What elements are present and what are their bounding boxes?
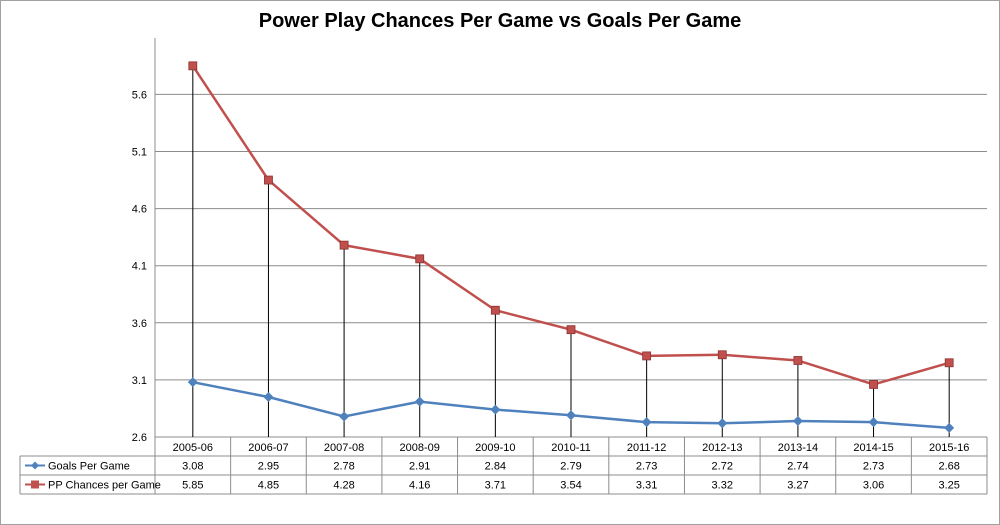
- data-point: [792, 416, 803, 427]
- table-value: 2.72: [712, 461, 733, 473]
- data-point: [717, 418, 728, 429]
- table-value: 3.31: [636, 480, 657, 492]
- data-point: [415, 254, 425, 264]
- table-value: 3.54: [560, 480, 581, 492]
- data-point: [263, 392, 274, 403]
- table-value: 3.25: [938, 480, 959, 492]
- data-point: [187, 377, 198, 388]
- data-point: [944, 422, 955, 433]
- legend-label: Goals Per Game: [48, 461, 130, 473]
- x-tick-label: 2014-15: [853, 442, 893, 454]
- y-tick-label: 5.6: [132, 89, 147, 101]
- table-value: 2.84: [485, 461, 506, 473]
- table-value: 3.71: [485, 480, 506, 492]
- table-value: 2.68: [938, 461, 959, 473]
- y-tick-label: 4.1: [132, 261, 147, 273]
- table-value: 3.32: [712, 480, 733, 492]
- data-point: [490, 305, 500, 315]
- chart-title: Power Play Chances Per Game vs Goals Per…: [258, 10, 742, 32]
- table-value: 4.85: [258, 480, 279, 492]
- y-tick-label: 5.1: [132, 147, 147, 159]
- data-point: [566, 325, 576, 335]
- x-tick-label: 2015-16: [929, 442, 969, 454]
- table-value: 3.06: [863, 480, 884, 492]
- data-point: [264, 175, 273, 185]
- table-value: 5.85: [182, 480, 203, 492]
- data-point: [868, 417, 879, 428]
- data-point: [566, 410, 576, 421]
- x-tick-label: 2007-08: [324, 442, 364, 454]
- y-tick-label: 3.6: [132, 318, 147, 330]
- data-point: [339, 411, 350, 422]
- x-tick-label: 2009-10: [475, 442, 515, 454]
- table-value: 2.73: [636, 461, 657, 473]
- y-tick-label: 2.6: [132, 432, 147, 444]
- data-point: [869, 380, 878, 389]
- y-tick-label: 3.1: [132, 375, 147, 387]
- data-point: [414, 396, 425, 407]
- data-point: [490, 404, 501, 415]
- table-value: 3.27: [787, 480, 808, 492]
- legend-label: PP Chances per Game: [48, 480, 161, 492]
- data-point: [717, 350, 727, 360]
- table-value: 2.91: [409, 461, 430, 473]
- y-tick-label: 4.6: [132, 204, 147, 216]
- x-tick-label: 2011-12: [627, 442, 667, 454]
- data-point: [188, 61, 198, 71]
- table-value: 2.95: [258, 461, 279, 473]
- table-value: 2.73: [863, 461, 884, 473]
- x-tick-label: 2006-07: [248, 442, 288, 454]
- table-value: 3.08: [182, 461, 203, 473]
- data-point: [339, 240, 349, 250]
- legend-key-marker: [31, 480, 39, 489]
- table-value: 2.79: [560, 461, 581, 473]
- x-tick-label: 2005-06: [173, 442, 213, 454]
- table-value: 2.78: [333, 461, 354, 473]
- data-point: [641, 417, 652, 428]
- x-tick-label: 2013-14: [778, 442, 818, 454]
- x-tick-label: 2008-09: [400, 442, 440, 454]
- data-point: [793, 356, 803, 365]
- data-point: [944, 358, 954, 368]
- x-tick-label: 2012-13: [702, 442, 742, 454]
- legend-key-marker: [31, 461, 39, 470]
- x-tick-label: 2010-11: [551, 442, 591, 454]
- table-value: 2.74: [787, 461, 808, 473]
- table-value: 4.16: [409, 480, 430, 492]
- table-value: 4.28: [333, 480, 354, 492]
- data-point: [642, 351, 652, 361]
